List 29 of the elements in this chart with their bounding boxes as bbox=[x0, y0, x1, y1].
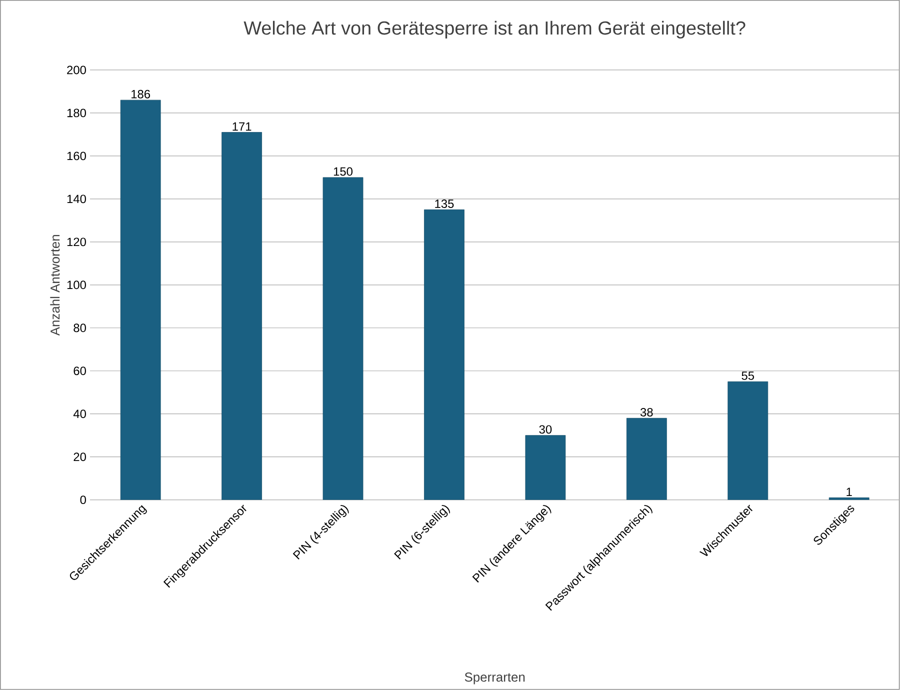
bar bbox=[322, 177, 364, 500]
data-label: 135 bbox=[435, 200, 454, 208]
y-tick-label: 60 bbox=[74, 366, 86, 376]
data-label: 186 bbox=[132, 90, 150, 98]
y-tick-label: 180 bbox=[67, 108, 86, 118]
y-tick-label: 20 bbox=[74, 452, 86, 462]
data-label: 30 bbox=[539, 425, 552, 434]
y-tick-label: 0 bbox=[80, 496, 86, 504]
bar bbox=[222, 132, 262, 500]
bar bbox=[424, 210, 464, 500]
y-tick-label: 40 bbox=[73, 410, 86, 418]
bar bbox=[626, 418, 667, 500]
bar bbox=[120, 100, 161, 500]
y-tick-label: 160 bbox=[67, 152, 86, 160]
bar bbox=[728, 382, 768, 500]
bar bbox=[525, 435, 566, 500]
data-label: 55 bbox=[742, 372, 754, 380]
data-label: 150 bbox=[334, 167, 353, 176]
data-label: 38 bbox=[640, 408, 653, 417]
chart-title: Welche Art von Gerätesperre ist an Ihrem Gerät eingestellt? bbox=[244, 20, 746, 39]
y-tick-label: 80 bbox=[74, 324, 86, 332]
data-label: 171 bbox=[232, 122, 252, 131]
y-tick-label: 140 bbox=[67, 194, 86, 204]
y-tick-label: 120 bbox=[67, 238, 86, 246]
y-tick-label: 200 bbox=[67, 66, 86, 74]
data-label: 1 bbox=[846, 488, 852, 496]
y-axis-title: Anzahl Antworten bbox=[50, 235, 60, 336]
x-axis-title: Sperrarten bbox=[464, 672, 525, 684]
y-tick-label: 100 bbox=[67, 280, 86, 290]
